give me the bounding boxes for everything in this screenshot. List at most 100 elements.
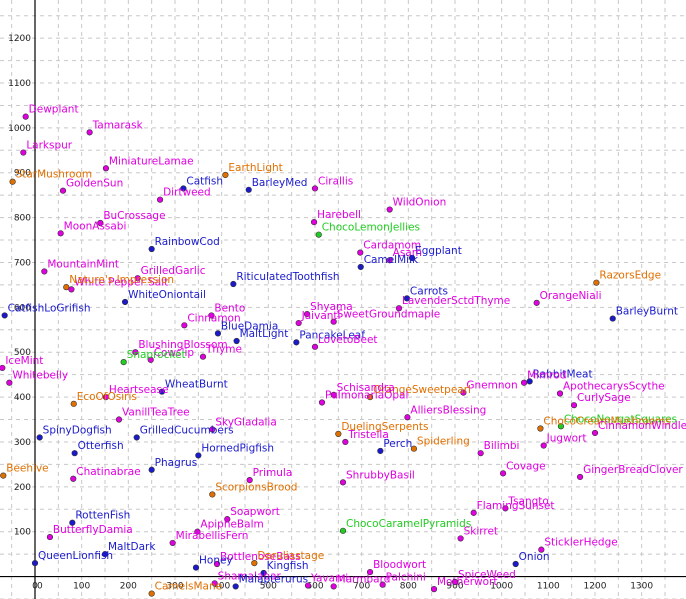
point-label: DuelingSerpents (341, 421, 428, 433)
point-marker (230, 280, 237, 288)
point-label: PancakeLeaf (299, 329, 365, 341)
point-label: GingerBreadClover (583, 464, 683, 476)
data-point: Cirallis (311, 175, 353, 192)
point-marker (430, 586, 438, 593)
point-label: OrangeSweetpearl (373, 384, 471, 396)
point-label: ShrubbyBasil (346, 469, 415, 481)
point-marker (403, 295, 411, 302)
point-marker (148, 590, 155, 597)
x-tick-label: 0 (32, 582, 38, 592)
y-tick-label: 900 (14, 169, 31, 179)
data-point: SweetGroundmaple (330, 309, 440, 325)
data-point: Yavami (304, 573, 348, 589)
x-tick-label: 400 (213, 582, 230, 592)
point-marker (59, 187, 67, 194)
data-point: IceMint (0, 355, 43, 372)
point-marker (192, 564, 200, 571)
point-label: FlamingSunset (477, 500, 555, 512)
x-tick-label: 300 (166, 582, 183, 592)
point-marker (181, 322, 188, 329)
data-point: Heartsease (102, 384, 169, 401)
x-tick-label: 600 (306, 582, 323, 592)
point-label: Yavami (310, 573, 348, 585)
data-point: StarMushroom (9, 169, 92, 185)
point-label: Eggplant (415, 245, 462, 257)
point-label: Cirallis (318, 175, 353, 187)
point-label: SticklerHedge (544, 537, 617, 549)
data-point: VanillTeaTree (115, 407, 190, 423)
point-marker (533, 299, 540, 306)
point-marker (315, 231, 322, 238)
point-label: Dewplant (29, 104, 79, 116)
point-label: Shyama (310, 301, 353, 313)
point-label: Jaivanti (301, 310, 341, 322)
data-point: SpinyDogfish (36, 424, 112, 441)
point-marker (377, 447, 384, 455)
data-point: Dewplant (22, 104, 79, 120)
point-label: Tristella (347, 429, 388, 441)
data-point: Whitebelly (6, 370, 68, 386)
data-point: Cowslip (147, 347, 194, 363)
point-marker (477, 450, 484, 457)
point-label: MaltDark (108, 541, 156, 553)
point-label: Bento (214, 302, 245, 314)
data-point: Kingfish (260, 560, 309, 577)
point-marker (379, 581, 386, 588)
point-label: Jugwort (546, 433, 587, 445)
point-label: Kingfish (267, 560, 309, 572)
y-tick-label: 700 (14, 258, 31, 268)
point-marker (9, 178, 16, 185)
data-point: CamelMilk (357, 254, 419, 271)
data-point: Bloodwort (366, 559, 426, 576)
point-label: ApipheBalm (200, 519, 263, 531)
point-marker (20, 149, 27, 156)
x-tick-label: 0 (37, 582, 43, 592)
point-label: Cardamom (363, 240, 421, 252)
point-marker (31, 560, 39, 567)
data-point: Tristella (342, 429, 389, 446)
point-marker (102, 393, 110, 401)
point-label: Honey (199, 555, 233, 567)
point-label: BarleyMed (252, 177, 308, 189)
point-label: GoldenSun (66, 178, 123, 190)
data-point: Beehive (0, 463, 49, 479)
point-label: Gnemnon (466, 380, 517, 392)
point-marker (386, 257, 393, 264)
x-tick-label: 900 (446, 582, 463, 592)
data-point: Onion (512, 551, 550, 568)
point-marker (311, 185, 319, 192)
data-point: AlliersBlessing (404, 404, 486, 421)
point-label: EarthLight (228, 162, 282, 174)
point-marker (57, 230, 64, 237)
point-marker (233, 337, 240, 345)
data-point: LovetoBeet (311, 334, 378, 350)
point-label: RabbitMeat (533, 368, 593, 380)
data-point: Daruliastage (251, 550, 324, 567)
point-marker (335, 430, 342, 437)
point-marker (512, 560, 519, 568)
point-label: Thyme (205, 344, 242, 356)
point-marker (199, 353, 207, 360)
point-marker (330, 391, 337, 398)
data-point: GrilledGarlic (134, 265, 206, 282)
point-label: WheatBurnt (165, 379, 228, 391)
data-point: WildOnion (386, 197, 446, 213)
point-marker (386, 206, 393, 213)
point-label: Chatinabrae (76, 466, 140, 478)
data-point: CatfishLoGrifish (1, 302, 90, 319)
data-point: Chatinabrae (70, 466, 141, 482)
point-marker (310, 219, 318, 226)
point-label: CinnamonWindleaf (598, 420, 686, 432)
point-label: Spiderling (417, 436, 470, 448)
data-point: BuCrossage (97, 210, 166, 227)
point-label: Heartsease (109, 384, 169, 396)
point-label: Cinnamon (187, 312, 240, 324)
point-label: ScorpionsBrood (215, 481, 297, 493)
data-point: ButterflyDamia (46, 524, 133, 541)
x-tick-label: 800 (400, 582, 417, 592)
data-point: Thyme (199, 344, 242, 360)
data-point: Asam (386, 247, 422, 264)
point-label: Schisandra (337, 382, 395, 394)
data-point: BottlenoseBass (213, 551, 301, 568)
